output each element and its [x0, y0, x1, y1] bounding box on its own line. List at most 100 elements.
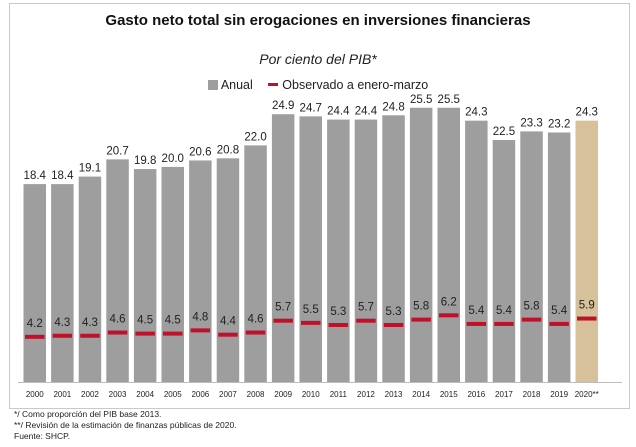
- bar-2015: [437, 107, 460, 383]
- marker-2007: [218, 332, 238, 337]
- marker-2015: [439, 313, 459, 318]
- bar-2007: [216, 158, 240, 382]
- marker-2016: [466, 321, 487, 326]
- marker-value-label: 5.9: [579, 300, 595, 312]
- x-tick-label: 2010: [302, 390, 320, 399]
- x-tick-label: 2008: [247, 390, 265, 399]
- marker-value-label: 5.5: [303, 304, 319, 316]
- bar-2016: [465, 120, 488, 383]
- marker-2004: [135, 331, 155, 336]
- marker-value-label: 4.6: [248, 314, 264, 326]
- bar-2008: [244, 145, 267, 382]
- marker-value-label: 5.7: [358, 302, 374, 314]
- footnote-source: Fuente: SHCP.: [14, 431, 71, 441]
- x-tick-label: 2006: [191, 390, 209, 399]
- footnote-2: **/ Revisión de la estimación de finanza…: [14, 420, 237, 430]
- bar-value-label: 23.2: [548, 118, 570, 130]
- marker-value-label: 5.3: [330, 306, 346, 318]
- bar-value-label: 20.7: [106, 145, 128, 157]
- x-tick-label: 2000: [26, 390, 44, 399]
- marker-value-label: 4.3: [54, 317, 70, 329]
- bar-value-label: 25.5: [438, 94, 460, 106]
- legend-swatch-anual: [207, 79, 218, 90]
- marker-2018: [521, 317, 542, 322]
- x-tick-label: 2004: [136, 390, 154, 399]
- x-tick-label: 2013: [385, 390, 403, 399]
- bar-value-label: 24.8: [382, 101, 404, 113]
- x-tick-label: 2007: [219, 390, 237, 399]
- marker-value-label: 5.3: [386, 306, 402, 318]
- marker-2011: [328, 323, 349, 327]
- bar-value-label: 24.9: [272, 100, 294, 112]
- bar-value-label: 22.5: [493, 126, 515, 138]
- bar-2012: [354, 119, 378, 383]
- bar-2020: [575, 120, 598, 383]
- legend-item-observado: Observado a enero-marzo: [268, 78, 428, 92]
- marker-value-label: 4.6: [110, 314, 126, 326]
- marker-2014: [411, 317, 431, 322]
- bar-value-label: 23.3: [520, 117, 542, 129]
- marker-value-label: 5.7: [275, 302, 291, 314]
- marker-value-label: 5.8: [524, 301, 540, 313]
- x-tick-label: 2014: [412, 390, 430, 399]
- bar-2000: [23, 184, 46, 382]
- marker-value-label: 4.3: [82, 317, 98, 329]
- marker-2002: [80, 333, 100, 338]
- marker-2017: [494, 321, 514, 326]
- bar-value-label: 24.3: [465, 107, 487, 119]
- marker-value-label: 4.8: [192, 311, 208, 323]
- marker-value-label: 5.4: [551, 305, 568, 317]
- marker-2000: [25, 334, 45, 339]
- bar-2018: [520, 131, 543, 382]
- x-tick-label: 2019: [550, 390, 568, 399]
- marker-2003: [107, 330, 128, 335]
- x-tick-label: 2005: [164, 390, 182, 399]
- marker-2012: [356, 318, 376, 323]
- marker-2010: [301, 320, 321, 325]
- x-tick-label: 2016: [467, 390, 485, 399]
- marker-2019: [549, 321, 569, 326]
- marker-2008: [245, 330, 266, 335]
- legend-label-anual: Anual: [220, 77, 253, 92]
- marker-value-label: 5.8: [413, 301, 429, 313]
- footnotes: */ Como proporción del PIB base 2013. **…: [14, 409, 237, 442]
- legend: Anual Observado a enero-marzo: [0, 77, 636, 92]
- marker-value-label: 5.4: [496, 305, 513, 317]
- marker-value-label: 6.2: [441, 296, 457, 308]
- bar-2001: [51, 184, 74, 382]
- marker-2013: [383, 323, 404, 327]
- bar-2004: [133, 169, 157, 382]
- chart-title-text: Gasto neto total sin erogaciones en inve…: [105, 12, 531, 29]
- x-tick-label: 2011: [330, 390, 348, 399]
- x-tick-label: 2001: [53, 390, 71, 399]
- x-tick-label: 2003: [109, 390, 127, 399]
- bar-value-label: 24.3: [576, 107, 598, 119]
- bar-value-label: 20.0: [162, 153, 184, 165]
- bar-2011: [327, 119, 350, 383]
- x-tick-label: 2009: [274, 390, 292, 399]
- x-tick-label: 2018: [523, 390, 541, 399]
- marker-value-label: 4.4: [220, 316, 237, 328]
- bar-value-label: 24.7: [300, 102, 322, 114]
- legend-label-observado: Observado a enero-marzo: [282, 77, 429, 92]
- legend-swatch-observado: [268, 82, 279, 86]
- chart-title: Gasto neto total sin erogaciones en inve…: [0, 12, 636, 30]
- marker-2009: [273, 318, 293, 323]
- bar-value-label: 25.5: [410, 94, 432, 106]
- bar-2013: [382, 115, 405, 382]
- x-tick-label: 2002: [81, 390, 99, 399]
- bar-value-label: 18.4: [51, 170, 74, 182]
- bar-2014: [409, 107, 433, 383]
- chart-subtitle: Por ciento del PIB*: [259, 51, 377, 67]
- bar-value-label: 24.4: [355, 106, 378, 118]
- marker-2005: [163, 331, 183, 336]
- x-tick-label: 2017: [495, 390, 513, 399]
- bar-value-label: 24.4: [327, 106, 350, 118]
- bar-2009: [271, 114, 295, 382]
- bar-2010: [299, 116, 322, 382]
- marker-value-label: 4.2: [27, 318, 43, 330]
- bar-value-label: 18.4: [24, 170, 47, 182]
- marker-value-label: 5.4: [468, 305, 485, 317]
- x-tick-label: 2020**: [575, 390, 599, 399]
